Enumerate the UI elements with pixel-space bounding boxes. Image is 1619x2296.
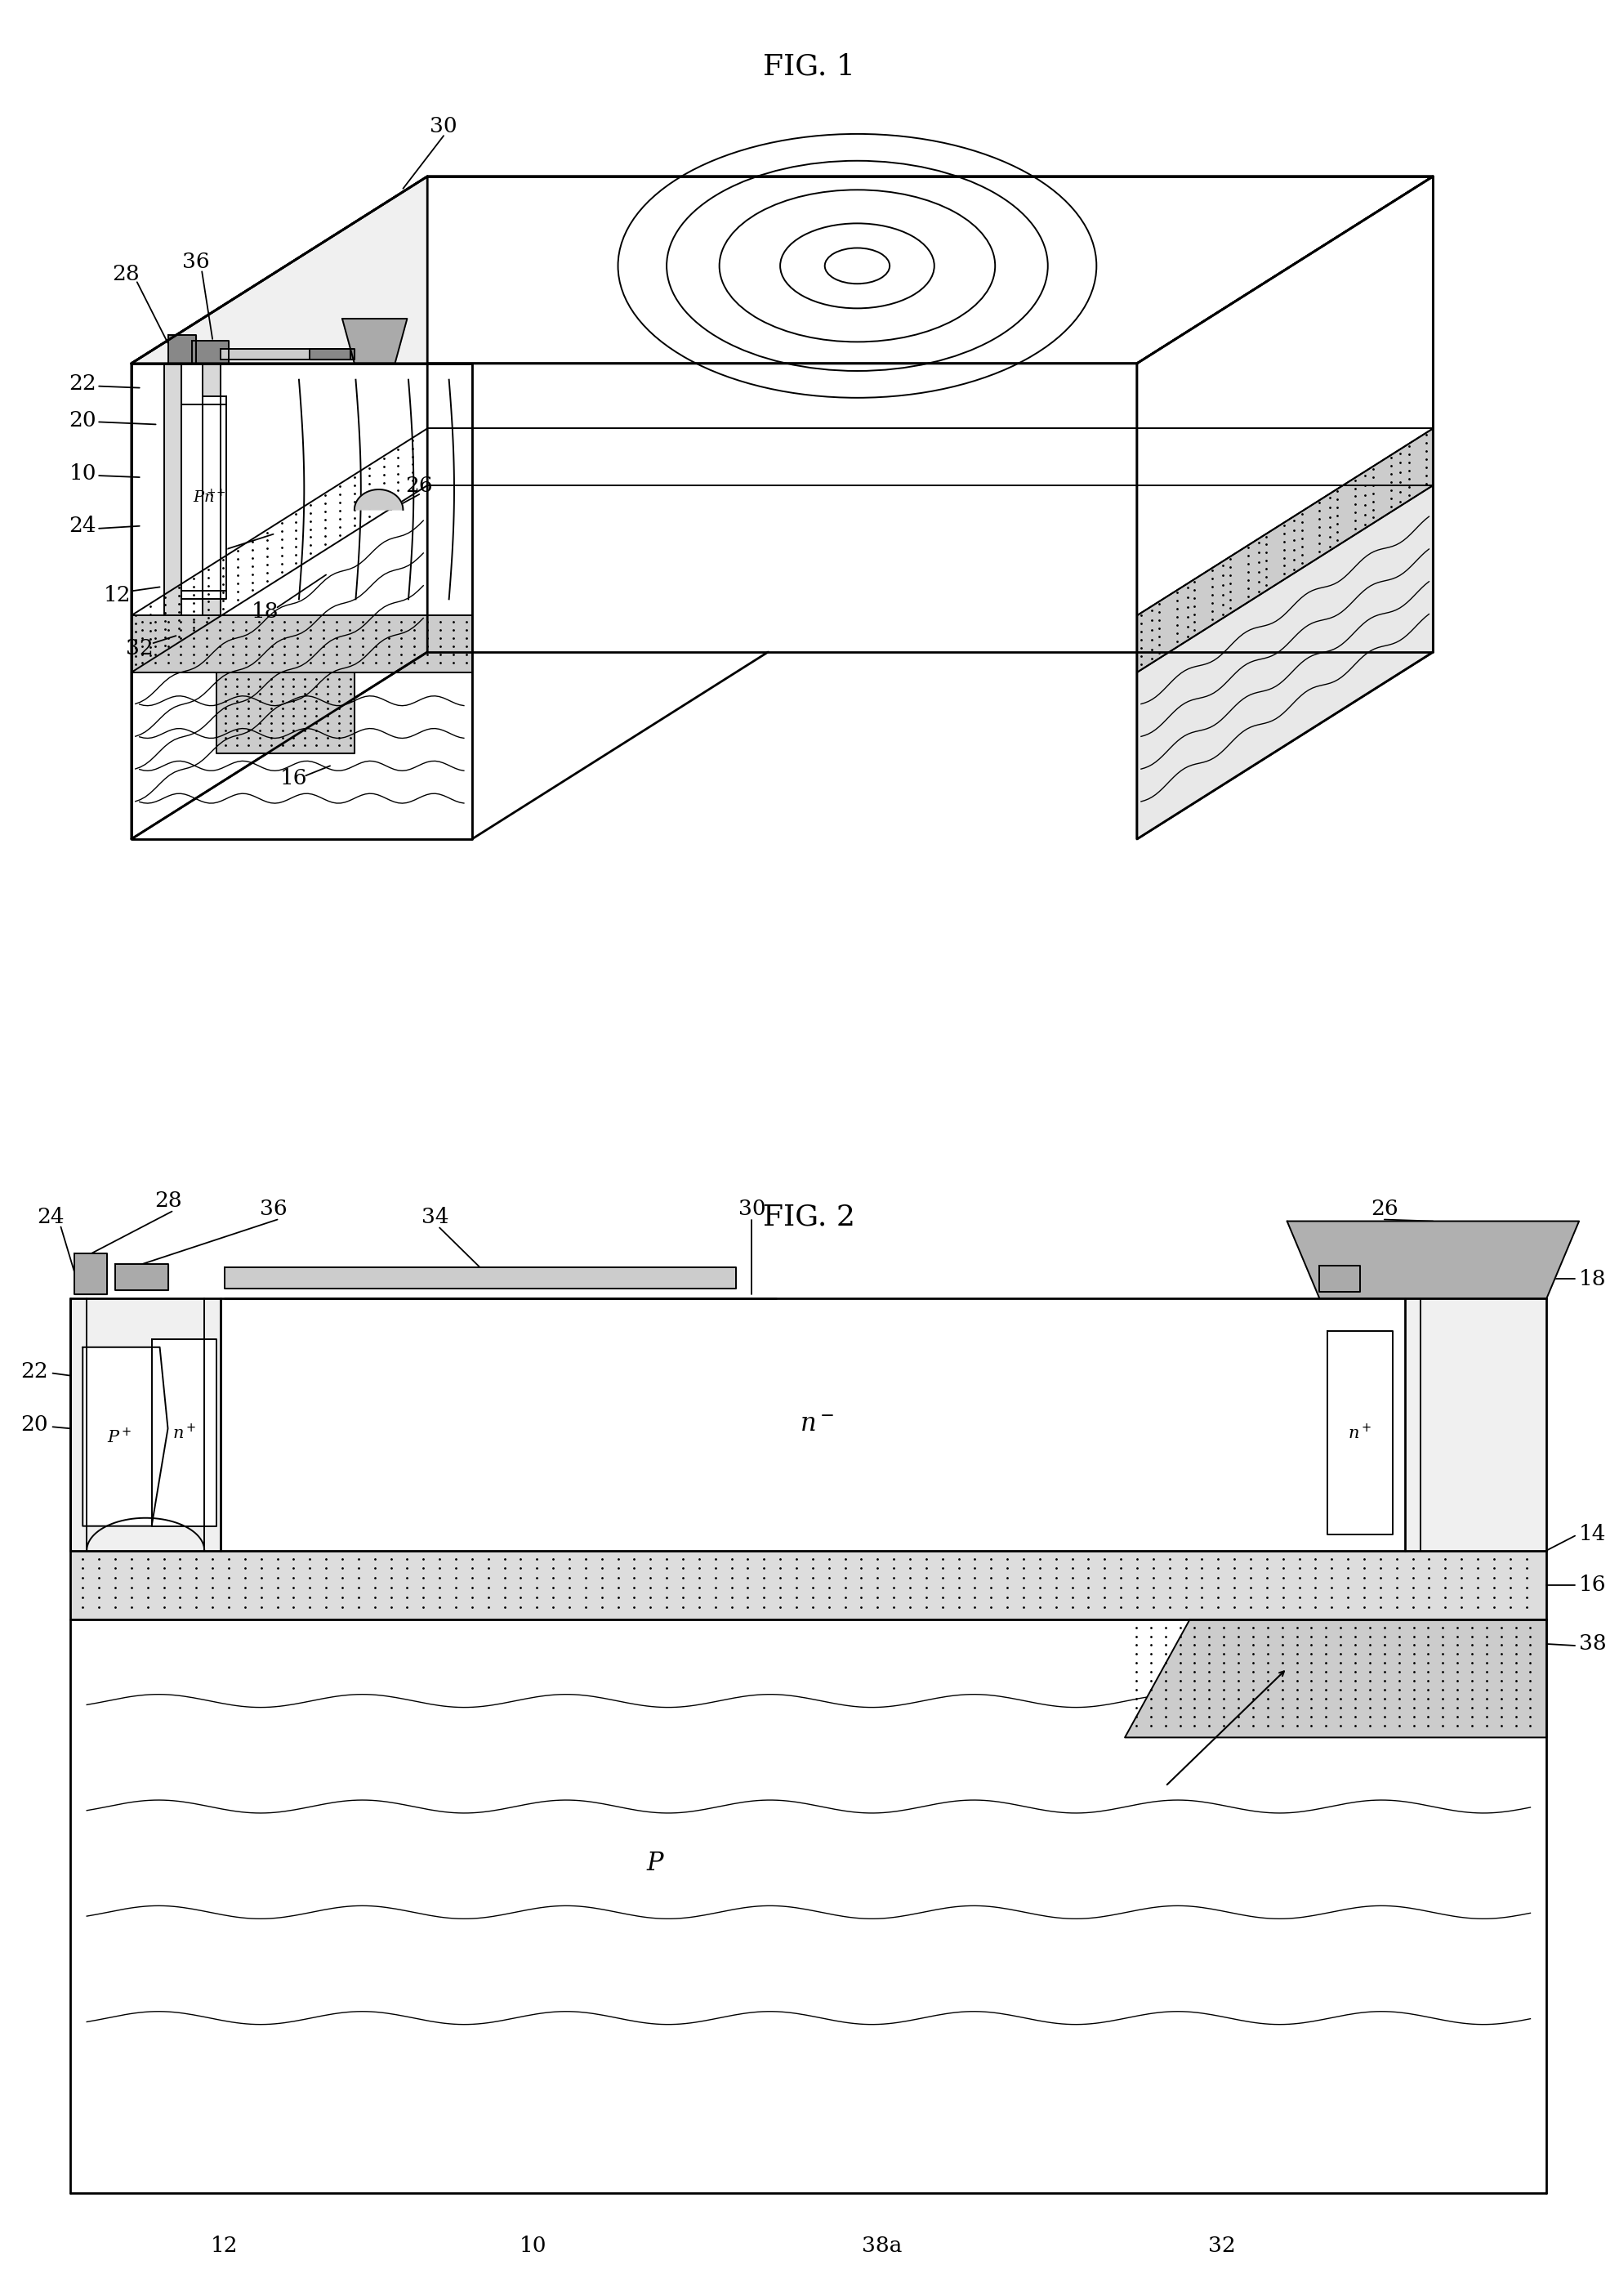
Polygon shape <box>355 489 403 510</box>
Polygon shape <box>131 363 471 615</box>
Polygon shape <box>152 1339 217 1527</box>
Text: 24: 24 <box>37 1208 65 1228</box>
Polygon shape <box>74 1254 107 1295</box>
Text: 36: 36 <box>183 253 210 271</box>
Polygon shape <box>1137 484 1433 838</box>
Polygon shape <box>1137 177 1433 615</box>
Text: 16: 16 <box>280 767 308 788</box>
Text: 12: 12 <box>104 585 131 606</box>
Polygon shape <box>164 363 181 615</box>
Polygon shape <box>115 1265 168 1290</box>
Text: P: P <box>646 1851 662 1876</box>
Text: P$^+$: P$^+$ <box>193 489 215 505</box>
Text: 14: 14 <box>251 735 278 753</box>
Text: 16: 16 <box>1579 1575 1606 1596</box>
Polygon shape <box>131 177 1433 363</box>
Polygon shape <box>131 177 427 838</box>
Text: 12: 12 <box>210 2236 238 2257</box>
Text: 26: 26 <box>1370 1199 1397 1219</box>
Text: 18: 18 <box>251 602 278 622</box>
Polygon shape <box>1287 1221 1579 1300</box>
Text: 20: 20 <box>21 1414 49 1435</box>
Polygon shape <box>193 340 228 363</box>
Polygon shape <box>202 363 220 615</box>
Text: 30: 30 <box>429 115 457 135</box>
Polygon shape <box>83 1348 168 1527</box>
Polygon shape <box>202 395 227 599</box>
Text: FIG. 2: FIG. 2 <box>763 1203 855 1231</box>
Polygon shape <box>131 615 471 673</box>
Text: n$^+$: n$^+$ <box>172 1424 196 1442</box>
Text: 22: 22 <box>70 374 97 395</box>
Text: FIG. 1: FIG. 1 <box>763 53 855 80</box>
Text: 10: 10 <box>518 2236 546 2257</box>
Polygon shape <box>1328 1332 1392 1534</box>
Text: 38a: 38a <box>861 2236 902 2257</box>
Ellipse shape <box>824 248 889 285</box>
Polygon shape <box>225 1267 735 1288</box>
Polygon shape <box>1319 1265 1360 1293</box>
Text: 30: 30 <box>738 1199 766 1219</box>
Text: n$^-$: n$^-$ <box>800 1412 834 1437</box>
Polygon shape <box>1137 429 1433 673</box>
Polygon shape <box>131 673 471 838</box>
Text: 14: 14 <box>1579 1525 1606 1545</box>
Polygon shape <box>342 319 406 363</box>
Text: 32: 32 <box>1208 2236 1235 2257</box>
Text: n$^+$: n$^+$ <box>1347 1424 1371 1442</box>
Text: 38: 38 <box>219 691 246 712</box>
Text: 34: 34 <box>191 549 219 569</box>
Polygon shape <box>71 1550 1546 1619</box>
Text: 26: 26 <box>405 475 432 496</box>
Polygon shape <box>220 349 350 360</box>
Text: 20: 20 <box>70 411 97 432</box>
Text: 38: 38 <box>1579 1635 1606 1653</box>
Text: 24: 24 <box>70 517 97 537</box>
Polygon shape <box>181 404 227 590</box>
Polygon shape <box>1124 1619 1546 1738</box>
Polygon shape <box>1137 177 1433 838</box>
Polygon shape <box>217 673 355 753</box>
Text: 34: 34 <box>421 1208 448 1228</box>
Text: 36: 36 <box>259 1199 287 1219</box>
Polygon shape <box>309 349 355 360</box>
Polygon shape <box>71 1300 220 1550</box>
Text: 22: 22 <box>21 1362 49 1382</box>
Polygon shape <box>71 1300 1546 2193</box>
Polygon shape <box>1404 1300 1546 1550</box>
Text: 32: 32 <box>126 638 154 659</box>
Text: 10: 10 <box>70 464 97 484</box>
Text: P$^+$: P$^+$ <box>107 1428 131 1446</box>
Text: n$^+$: n$^+$ <box>204 489 225 505</box>
Text: 28: 28 <box>112 264 139 285</box>
Text: 18: 18 <box>1579 1270 1606 1288</box>
Polygon shape <box>168 335 196 363</box>
Text: 28: 28 <box>154 1192 181 1210</box>
